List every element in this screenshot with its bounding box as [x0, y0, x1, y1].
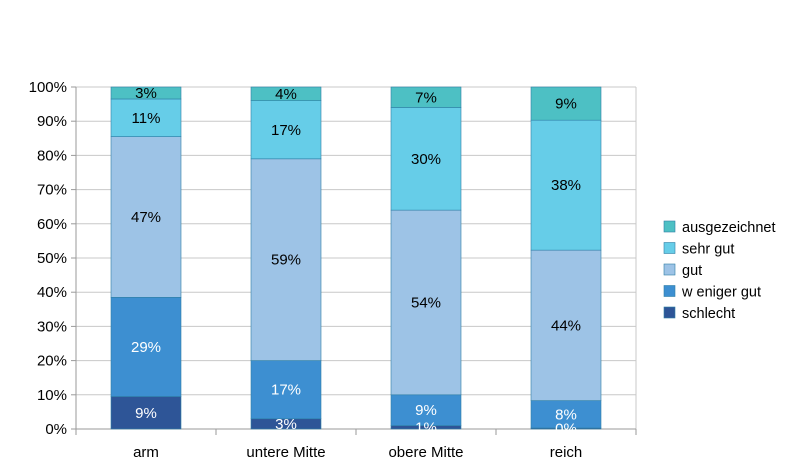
y-tick-label: 50%	[37, 250, 67, 267]
legend-swatch	[663, 285, 676, 297]
bar-segment	[110, 396, 182, 430]
bar-segment	[530, 400, 602, 429]
data-label: 4%	[275, 86, 297, 103]
x-tick-label: untere Mitte	[246, 444, 325, 459]
y-tick-label: 60%	[37, 216, 67, 233]
data-label: 8%	[555, 406, 577, 423]
data-label: 47%	[131, 209, 161, 226]
bar-stacks	[110, 86, 602, 430]
data-label: 9%	[555, 96, 577, 113]
bar-segment	[250, 100, 322, 160]
data-label: 3%	[275, 416, 297, 433]
legend-swatch	[663, 306, 676, 319]
y-tick-label: 70%	[37, 182, 67, 199]
legend: ausgezeichnet sehr gut gut w eniger gut schl…	[663, 220, 776, 322]
y-tick-label: 100%	[29, 79, 67, 96]
legend-label: sehr gut	[682, 242, 734, 258]
data-label: 54%	[411, 294, 441, 311]
y-tick-label: 90%	[37, 113, 67, 130]
data-label: 11%	[132, 110, 161, 127]
data-label: 3%	[135, 85, 157, 102]
bar-segment	[390, 86, 462, 108]
bar-segment	[110, 86, 182, 100]
data-label: 9%	[135, 405, 157, 422]
y-tick-label: 40%	[37, 284, 67, 301]
data-label: 0%	[555, 420, 577, 437]
data-label: 44%	[551, 317, 581, 334]
y-tick-label: 10%	[37, 387, 67, 404]
x-tick-label: reich	[550, 444, 583, 459]
bar-segment	[390, 107, 462, 211]
y-tick-label: 0%	[45, 421, 67, 438]
data-label: 59%	[271, 252, 301, 269]
data-label: 1%	[415, 419, 437, 436]
bar-segment	[110, 297, 182, 397]
data-label: 7%	[415, 89, 437, 106]
bar-segment	[390, 209, 462, 396]
legend-label: schlecht	[682, 306, 735, 322]
y-tick-label: 30%	[37, 318, 67, 335]
bar-segment	[530, 119, 602, 251]
bar-segment	[530, 249, 602, 401]
bar-segment	[250, 158, 322, 361]
x-tick-label: obere Mitte	[388, 444, 463, 459]
data-label: 38%	[551, 177, 581, 194]
data-labels: 9%29%47%11%3%3%17%59%17%4%1%9%54%30%7%0%…	[131, 85, 581, 438]
y-tick-label: 20%	[37, 353, 67, 370]
data-label: 9%	[415, 402, 437, 419]
bar-segment	[110, 136, 182, 298]
x-axis: arm untere Mitte obere Mitte reich	[75, 428, 637, 459]
y-axis: 0% 10% 20% 30% 40% 50% 60% 70% 80% 90% 100%	[29, 79, 77, 438]
legend-label: gut	[682, 263, 702, 279]
y-tick-label: 80%	[37, 147, 67, 164]
legend-swatch	[663, 220, 676, 233]
data-label: 29%	[131, 339, 161, 356]
legend-swatch	[663, 263, 676, 276]
data-label: 30%	[411, 151, 441, 168]
bar-segment	[250, 86, 322, 101]
bar-segment	[250, 360, 322, 420]
data-label: 17%	[271, 382, 301, 399]
x-tick-label: arm	[133, 444, 159, 459]
legend-label: w eniger gut	[681, 285, 761, 301]
legend-swatch	[663, 242, 676, 254]
legend-label: ausgezeichnet	[682, 220, 776, 236]
data-label: 17%	[271, 122, 301, 139]
bar-segment	[530, 86, 602, 121]
